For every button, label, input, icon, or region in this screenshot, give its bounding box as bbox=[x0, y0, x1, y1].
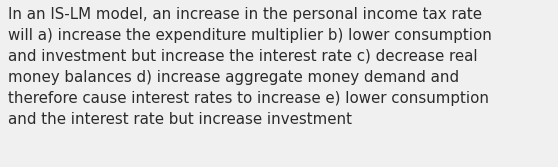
Text: In an IS-LM model, an increase in the personal income tax rate
will a) increase : In an IS-LM model, an increase in the pe… bbox=[8, 7, 492, 127]
